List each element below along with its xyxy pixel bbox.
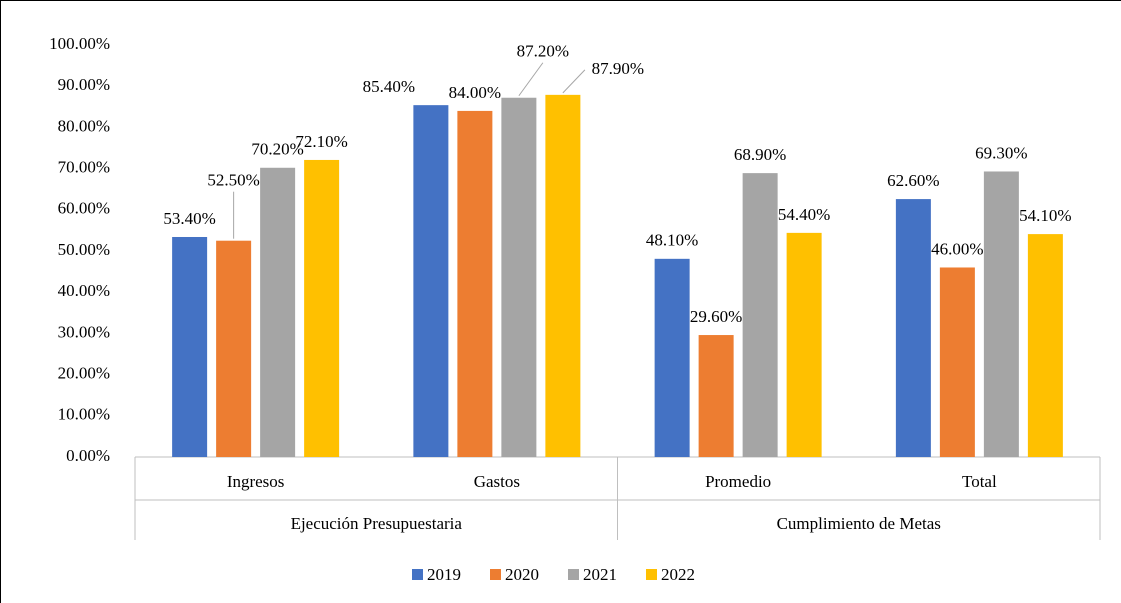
- legend-label: 2019: [427, 565, 461, 584]
- data-label: 85.40%: [363, 77, 415, 96]
- group-label: Cumplimiento de Metas: [777, 514, 941, 533]
- bar: [983, 171, 1019, 457]
- bar: [786, 232, 822, 457]
- bar: [1027, 234, 1063, 457]
- bar: [172, 236, 208, 457]
- leader-line: [562, 69, 586, 94]
- bar: [304, 159, 340, 457]
- x-tick-label: Promedio: [705, 472, 771, 491]
- group-label: Ejecución Presupuestaria: [291, 514, 463, 533]
- y-tick-label: 70.00%: [58, 158, 110, 177]
- bar: [698, 335, 734, 457]
- data-label: 54.10%: [1019, 206, 1071, 225]
- bar: [216, 240, 252, 457]
- bar: [654, 258, 690, 457]
- data-label: 62.60%: [887, 171, 939, 190]
- bar: [742, 173, 778, 457]
- data-label: 48.10%: [646, 231, 698, 250]
- bar: [260, 167, 296, 457]
- data-label: 69.30%: [975, 143, 1027, 162]
- data-label: 84.00%: [449, 83, 501, 102]
- bar: [895, 199, 931, 457]
- bar: [939, 267, 975, 457]
- legend-label: 2020: [505, 565, 539, 584]
- y-tick-label: 10.00%: [58, 405, 110, 424]
- data-label: 29.60%: [690, 307, 742, 326]
- legend-swatch: [568, 569, 579, 580]
- y-tick-label: 20.00%: [58, 364, 110, 383]
- y-tick-label: 0.00%: [66, 446, 110, 465]
- y-tick-label: 60.00%: [58, 199, 110, 218]
- legend-label: 2021: [583, 565, 617, 584]
- bar: [457, 110, 493, 458]
- legend-swatch: [490, 569, 501, 580]
- y-tick-label: 100.00%: [49, 34, 110, 53]
- data-label: 68.90%: [734, 145, 786, 164]
- x-tick-label: Gastos: [474, 472, 520, 491]
- data-label: 54.40%: [778, 205, 830, 224]
- data-label: 46.00%: [931, 239, 983, 258]
- data-label: 70.20%: [251, 140, 303, 159]
- legend-swatch: [412, 569, 423, 580]
- data-label: 72.10%: [295, 132, 347, 151]
- legend-label: 2022: [661, 565, 695, 584]
- data-label: 53.40%: [163, 209, 215, 228]
- bar: [413, 105, 449, 457]
- data-label: 52.50%: [207, 171, 259, 190]
- leader-line: [518, 62, 544, 97]
- data-label: 87.90%: [592, 59, 644, 78]
- y-tick-label: 40.00%: [58, 281, 110, 300]
- bar: [545, 94, 581, 458]
- x-tick-label: Total: [962, 472, 997, 491]
- x-tick-label: Ingresos: [227, 472, 285, 491]
- y-tick-label: 30.00%: [58, 322, 110, 341]
- bar: [501, 97, 537, 458]
- data-label: 87.20%: [517, 42, 569, 61]
- legend-swatch: [646, 569, 657, 580]
- y-tick-label: 80.00%: [58, 116, 110, 135]
- y-tick-label: 90.00%: [58, 75, 110, 94]
- y-tick-label: 50.00%: [58, 240, 110, 259]
